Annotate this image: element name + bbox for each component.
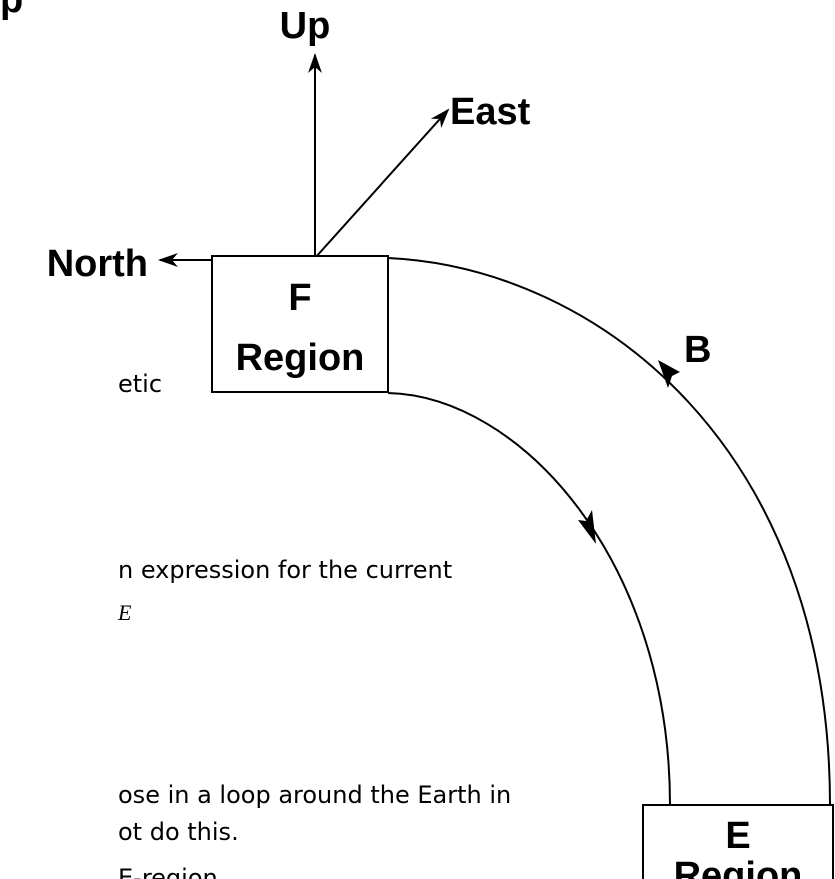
inner-arrowhead [578,510,596,544]
text-fragment: E-region [118,864,218,879]
e-region-box [642,804,834,879]
up-label: Up [280,5,331,47]
inner-field-line [387,392,671,806]
east-arrow [314,108,450,259]
outer-arrowhead [658,360,680,388]
e-region-label: Region [674,855,803,879]
b-label: B [684,329,711,371]
f-region-box [211,255,389,393]
f-region-label: F [288,277,311,319]
text-fragment: E [117,600,132,625]
e-region-label: E [725,815,750,857]
text-fragment: etic [118,370,162,398]
f-region-label: Region [236,337,365,379]
outer-field-line [387,257,831,806]
text-fragment: ose in a loop around the Earth in [118,781,511,809]
text-fragment: ot do this. [118,818,239,846]
east-label: East [450,91,531,133]
north-label: North [47,243,148,285]
text-fragment: n expression for the current [118,556,452,584]
heading-fragment: p [0,0,23,21]
